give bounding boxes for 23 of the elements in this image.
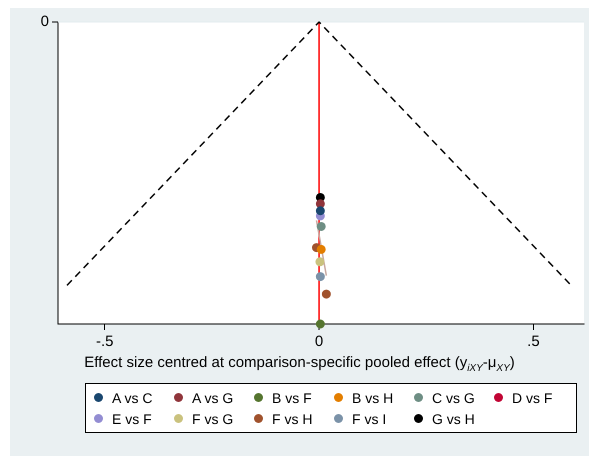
legend-label: A vs C xyxy=(112,390,152,406)
legend-label: F vs H xyxy=(272,410,312,426)
point xyxy=(316,244,326,254)
legend-label: A vs G xyxy=(192,390,234,406)
x-tick-label: -.5 xyxy=(96,333,114,350)
legend-label: F vs I xyxy=(352,410,386,426)
legend-label: G vs H xyxy=(432,410,475,426)
point xyxy=(316,222,326,231)
x-tick-label: 0 xyxy=(314,333,324,350)
legend-label: B vs F xyxy=(272,390,312,406)
point xyxy=(315,257,324,266)
legend-label: B vs H xyxy=(352,390,394,406)
legend-label: D vs F xyxy=(512,390,552,406)
legend-label: E vs F xyxy=(112,410,152,426)
x-tick-label: .5 xyxy=(527,333,540,350)
legend-label: F vs G xyxy=(192,410,234,426)
text: 0 xyxy=(40,13,49,30)
point xyxy=(316,206,325,216)
point xyxy=(316,320,325,328)
point xyxy=(316,272,325,282)
x-axis-title: Effect size centred at comparison-specific pooled effect (y$_{iXY}$-μ$_{XY}$) xyxy=(83,354,516,374)
legend-label: C vs G xyxy=(432,390,475,406)
point xyxy=(322,290,331,299)
